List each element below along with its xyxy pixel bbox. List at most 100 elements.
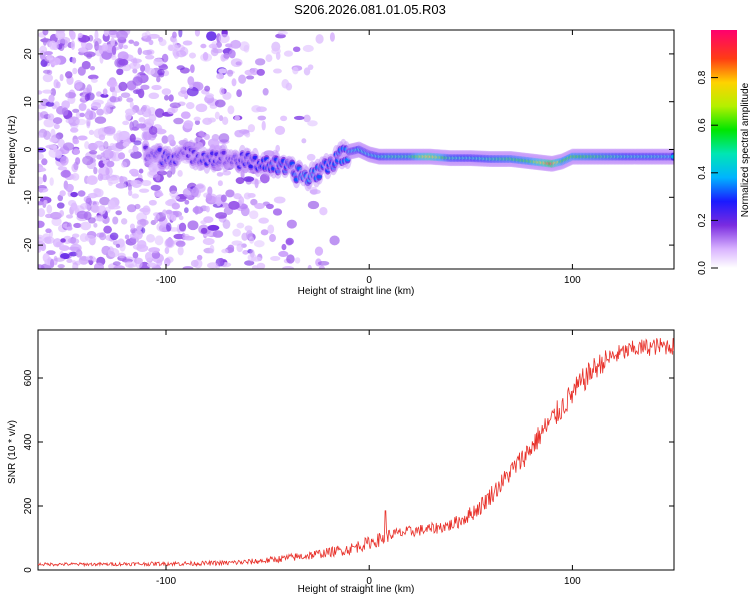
heatmap-cell (93, 38, 102, 45)
heatmap-cell (53, 101, 60, 109)
heatmap-cell (270, 256, 281, 261)
heatmap-cell (120, 92, 131, 98)
heatmap-cell (262, 88, 269, 96)
heatmap-cell (42, 30, 49, 36)
y-tick-label: 20 (23, 48, 34, 60)
heatmap-cell (252, 265, 259, 269)
heatmap-cell (273, 68, 282, 74)
heatmap-cell (136, 244, 149, 252)
heatmap-cell (99, 232, 107, 241)
heatmap-cell (293, 115, 305, 120)
heatmap-cell (135, 259, 143, 269)
heatmap-cell (56, 202, 65, 209)
colorbar-tick-label: 0.4 (697, 165, 708, 179)
heatmap-cell (124, 234, 130, 240)
heatmap-cell (84, 110, 97, 121)
heatmap-cell (98, 134, 106, 141)
heatmap-cell (169, 190, 179, 198)
heatmap-cell (120, 218, 128, 225)
y-tick-label: -10 (23, 190, 34, 205)
heatmap-cell (112, 216, 119, 225)
heatmap-cell (45, 101, 55, 107)
heatmap-cell (103, 105, 111, 115)
heatmap-cell (115, 210, 123, 216)
heatmap-cell (164, 257, 171, 267)
heatmap-cell (60, 253, 70, 260)
heatmap-cell (307, 264, 312, 269)
heatmap-cell (218, 33, 230, 44)
heatmap-cell (140, 84, 150, 90)
heatmap-cell (65, 214, 74, 219)
heatmap-cell (216, 73, 225, 80)
heatmap-cell (301, 138, 307, 144)
x-tick-label: -100 (156, 275, 176, 286)
heatmap-cell (178, 215, 184, 221)
heatmap-cell (61, 107, 69, 116)
heatmap-y-axis: -20 -10 0 10 20 (23, 48, 674, 252)
heatmap-cell (242, 250, 249, 255)
heatmap-cell (253, 240, 265, 248)
heatmap-cell (108, 181, 113, 186)
heatmap-cell (132, 68, 138, 74)
heatmap-cell (204, 85, 211, 92)
snr-panel: -100 0 100 0 200 400 600 Height of straight l… (7, 329, 675, 595)
heatmap-cell (209, 244, 215, 254)
heatmap-cell (77, 190, 86, 197)
heatmap-cell (292, 66, 299, 75)
heatmap-cell (234, 115, 241, 121)
heatmap-cell (129, 133, 136, 143)
heatmap-cell (292, 46, 301, 53)
heatmap-cell (58, 43, 65, 52)
heatmap-cell (142, 49, 153, 56)
heatmap-cell (55, 81, 61, 89)
heatmap-cell (116, 30, 128, 40)
heatmap-cell (53, 123, 60, 130)
heatmap-cell (131, 193, 139, 199)
heatmap-cell (52, 117, 63, 125)
snr-y-axis-title: SNR (10 * v/v) (7, 420, 18, 484)
heatmap-cell (302, 44, 314, 53)
snr-y-axis: 0 200 400 600 (23, 369, 674, 573)
heatmap-cell (217, 180, 223, 187)
heatmap-cell (170, 214, 177, 222)
heatmap-cell (232, 228, 241, 237)
colorbar-title: Normalized spectral amplitude (740, 82, 750, 217)
heatmap-cell (282, 266, 295, 269)
heatmap-cell (59, 210, 65, 217)
heatmap-cell (187, 76, 195, 86)
heatmap-cell (117, 95, 123, 102)
heatmap-cell (208, 43, 218, 49)
colorbar-ticks: 0.0 0.2 0.4 0.6 0.8 (697, 70, 718, 275)
heatmap-cell (132, 76, 143, 86)
heatmap-cell (57, 138, 65, 148)
y-tick-label: 0 (23, 567, 34, 573)
heatmap-cell (128, 62, 141, 70)
heatmap-cell (66, 226, 73, 231)
heatmap-cell (65, 183, 74, 193)
heatmap-cell (91, 78, 98, 83)
heatmap-cell (109, 142, 115, 149)
heatmap-cell (87, 192, 98, 199)
heatmap-cell (200, 227, 208, 234)
heatmap-cell (205, 205, 210, 213)
heatmap-cell (94, 140, 104, 148)
heatmap-cell (178, 30, 183, 38)
heatmap-cell (43, 130, 51, 141)
heatmap-cell (79, 233, 89, 242)
x-tick-label: 0 (366, 576, 372, 587)
heatmap-cell (146, 262, 157, 268)
heatmap-cell (238, 74, 247, 84)
heatmap-cell (150, 164, 160, 169)
heatmap-cell (87, 74, 99, 80)
heatmap-cell (194, 30, 201, 37)
heatmap-cell (165, 209, 173, 215)
heatmap-cell (248, 236, 255, 244)
heatmap-cell (126, 97, 134, 103)
heatmap-cell (53, 257, 65, 262)
heatmap-cell (221, 116, 229, 125)
heatmap-cell (122, 44, 129, 50)
heatmap-cell (38, 208, 46, 218)
heatmap-cell (306, 153, 316, 161)
heatmap-cell (131, 126, 139, 131)
heatmap-cell (122, 120, 130, 126)
